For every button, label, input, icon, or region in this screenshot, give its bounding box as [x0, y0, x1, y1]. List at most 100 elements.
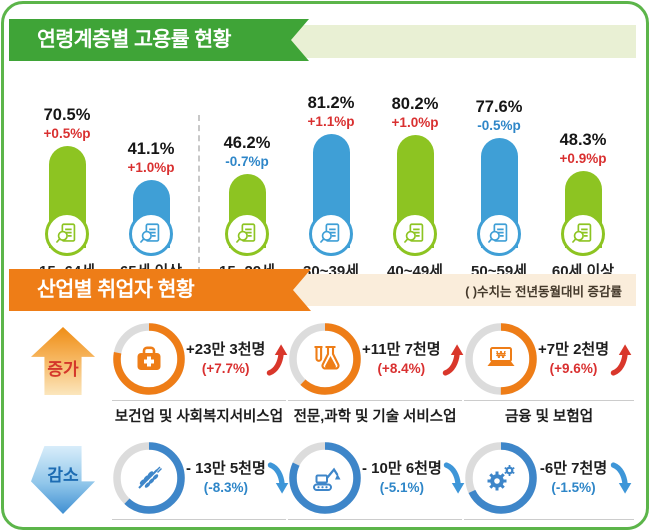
- progress-ring: [464, 441, 538, 515]
- industry-item-numbers: - 10만 6천명 (-5.1%): [362, 459, 442, 496]
- down-swoosh-arrow-icon: [610, 461, 632, 494]
- bar-value-label: 48.3%: [559, 131, 607, 149]
- change-rate: (+8.4%): [377, 360, 426, 376]
- change-rate: (+9.6%): [549, 360, 598, 376]
- progress-ring: ₩: [464, 322, 538, 396]
- industry-item-agriculture: - 13만 5천명 (-8.3%) 농림어업: [112, 438, 289, 527]
- section-industry-header: 산업별 취업자 현황: [9, 269, 311, 311]
- industry-item-manufacturing: -6만 7천명 (-1.5%) 제조업: [464, 438, 634, 527]
- change-count: +7만 2천명: [538, 341, 610, 359]
- bar-value-label: 81.2%: [307, 94, 355, 112]
- change-rate: (+7.7%): [201, 360, 250, 376]
- bar-column: 77.6% -0.5%p: [460, 76, 538, 256]
- bar-group: 41.1% +1.0%p 65세 이상: [112, 76, 190, 281]
- bar-change-label: +1.0%p: [127, 160, 175, 175]
- industry-item-numbers: +11만 7천명 (+8.4%): [362, 340, 441, 377]
- section-employment-header: 연령계층별 고용률 현황: [9, 19, 309, 61]
- report-magnifier-icon: [309, 212, 353, 256]
- industry-item-numbers: -6만 7천명 (-1.5%): [538, 459, 609, 496]
- bar-column: 41.1% +1.0%p: [112, 76, 190, 256]
- item-divider: [112, 400, 286, 401]
- down-arrow-icon: 감소: [31, 446, 95, 514]
- industry-decrease-row: 감소: [16, 438, 634, 527]
- up-swoosh-arrow-icon: [442, 343, 463, 376]
- bar-group: 81.2% +1.1%p 30~39세: [292, 76, 370, 281]
- down-swoosh-arrow-icon: [267, 461, 289, 494]
- report-magnifier-icon: [561, 212, 605, 256]
- svg-text:₩: ₩: [496, 350, 506, 361]
- report-magnifier-icon: [225, 212, 269, 256]
- industry-item-health: +23만 3천명 (+7.7%) 보건업 및 사회복지서비스업: [112, 319, 288, 426]
- industry-name: 금융 및 보험업: [504, 409, 594, 425]
- industry-name: 제조업: [464, 524, 634, 527]
- laptop-won-icon: ₩: [487, 347, 515, 366]
- industry-item-top: ₩ +7만 2천명 (+9.6%): [464, 319, 634, 399]
- green-accent-strip: [284, 25, 636, 58]
- gears-icon: [487, 464, 515, 491]
- change-rate: (-1.5%): [551, 479, 596, 495]
- bar-value-label: 70.5%: [43, 106, 91, 124]
- industry-item-top: +23만 3천명 (+7.7%): [112, 319, 288, 399]
- bar-change-label: -0.7%p: [225, 154, 269, 169]
- bar-group: 77.6% -0.5%p 50~59세: [460, 76, 538, 281]
- industry-item-top: - 13만 5천명 (-8.3%): [112, 438, 289, 518]
- bar-group: 46.2% -0.7%p 15~29세: [208, 76, 286, 281]
- change-rate: (-5.1%): [379, 479, 425, 495]
- up-arrow-icon: 증가: [31, 327, 95, 395]
- change-count: +23만 3천명: [186, 341, 266, 359]
- bar-group: 48.3% +0.9%p 60세 이상: [544, 76, 622, 281]
- bar-group: 80.2% +1.0%p 40~49세: [376, 76, 454, 281]
- progress-ring: [112, 322, 186, 396]
- report-magnifier-icon: [45, 212, 89, 256]
- change-rate: (-8.3%): [203, 479, 249, 495]
- industry-name: 전문,과학 및 기술 서비스업: [293, 409, 457, 425]
- industry-item-top: - 10만 6천명 (-5.1%): [288, 438, 465, 518]
- item-divider: [288, 400, 462, 401]
- item-divider: [112, 519, 286, 520]
- bar-change-label: -0.5%p: [477, 118, 521, 133]
- industry-item-numbers: +23만 3천명 (+7.7%): [186, 340, 265, 377]
- change-count: - 10만 6천명: [362, 460, 442, 478]
- chart-group-divider: [198, 115, 200, 273]
- bar-column: 81.2% +1.1%p: [292, 76, 370, 256]
- progress-ring: [288, 322, 362, 396]
- industry-item-finance: ₩ +7만 2천명 (+9.6%) 금융 및 보험업: [464, 319, 635, 426]
- change-count: - 13만 5천명: [186, 460, 266, 478]
- industry-item-construction: - 10만 6천명 (-5.1%) 건설업: [288, 438, 465, 527]
- industry-name: 보건업 및 사회복지서비스업: [114, 409, 284, 425]
- increase-trend: 증가: [16, 319, 110, 395]
- lab-flask-icon: [314, 345, 340, 370]
- bar-column: 70.5% +0.5%p: [28, 76, 106, 256]
- up-swoosh-arrow-icon: [610, 343, 632, 376]
- industry-item-top: +11만 7천명 (+8.4%): [288, 319, 463, 399]
- industry-item-numbers: - 13만 5천명 (-8.3%): [186, 459, 266, 496]
- bar-column: 48.3% +0.9%p: [544, 76, 622, 256]
- item-divider: [464, 519, 634, 520]
- industry-name: 농림어업: [112, 524, 286, 527]
- bar-change-label: +1.1%p: [307, 114, 355, 129]
- bar-group: 70.5% +0.5%p 15~64세: [28, 76, 106, 281]
- bar-value-label: 77.6%: [475, 98, 523, 116]
- industry-item-professional: +11만 7천명 (+8.4%) 전문,과학 및 기술 서비스업: [288, 319, 463, 426]
- decrease-label: 감소: [47, 466, 79, 485]
- decrease-trend: 감소: [16, 438, 110, 514]
- bar-change-label: +0.5%p: [43, 126, 91, 141]
- bar-value-label: 41.1%: [127, 140, 175, 158]
- section-employment-title: 연령계층별 고용률 현황: [37, 28, 231, 51]
- wheat-icon: [138, 466, 162, 489]
- bar-column: 46.2% -0.7%p: [208, 76, 286, 256]
- industry-rows: 증가 +23만 3천명: [16, 319, 635, 527]
- up-swoosh-arrow-icon: [267, 343, 288, 376]
- bar-column: 80.2% +1.0%p: [376, 76, 454, 256]
- bar-change-label: +0.9%p: [559, 151, 607, 166]
- orange-accent-strip: ( )수치는 전년동월대비 증감률: [289, 274, 636, 306]
- industry-item-top: -6만 7천명 (-1.5%): [464, 438, 634, 518]
- employment-rate-bar-chart: 70.5% +0.5%p 15~64세 41.1% +1.0%p 65세 이상: [28, 76, 622, 281]
- change-count: +11만 7천명: [362, 341, 441, 359]
- bar-value-label: 46.2%: [223, 134, 271, 152]
- yoy-note: ( )수치는 전년동월대비 증감률: [465, 284, 622, 299]
- industry-increase-row: 증가 +23만 3천명: [16, 319, 635, 426]
- progress-ring: [288, 441, 362, 515]
- increase-label: 증가: [47, 360, 79, 379]
- progress-ring: [112, 441, 186, 515]
